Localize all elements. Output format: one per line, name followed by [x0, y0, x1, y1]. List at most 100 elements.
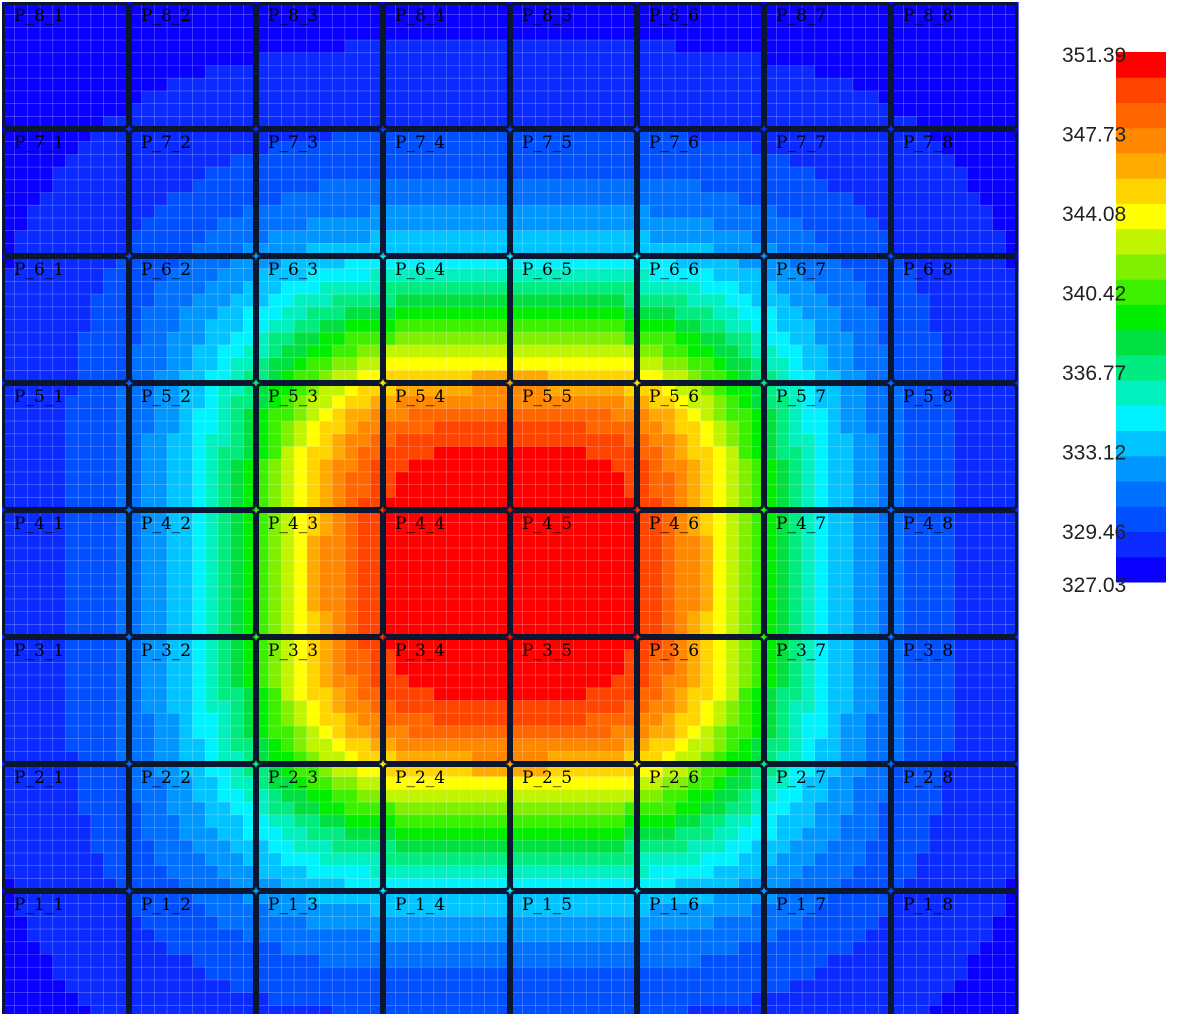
heatmap-cell — [383, 332, 397, 346]
heatmap-cell — [65, 586, 79, 600]
heatmap-cell — [40, 573, 54, 587]
heatmap-cell — [294, 52, 308, 67]
heatmap-cell — [941, 205, 956, 219]
heatmap-cell — [967, 560, 981, 575]
heatmap-cell — [611, 268, 625, 282]
heatmap-cell — [205, 14, 219, 28]
heatmap-cell — [52, 865, 67, 879]
heatmap-cell — [662, 383, 676, 397]
heatmap-cell — [992, 649, 1006, 663]
heatmap-cell — [344, 217, 359, 232]
heatmap-cell — [573, 256, 587, 270]
heatmap-cell — [421, 294, 435, 308]
heatmap-cell — [789, 40, 803, 54]
heatmap-cell — [522, 319, 536, 333]
heatmap-cell — [865, 294, 879, 308]
heatmap-cell — [510, 179, 524, 194]
heatmap-cell — [776, 14, 790, 28]
heatmap-cell — [941, 2, 956, 16]
heatmap-cell — [357, 192, 371, 206]
heatmap-cell — [764, 52, 778, 67]
heatmap-cell — [903, 40, 917, 54]
heatmap-cell — [484, 78, 498, 92]
heatmap-cell — [776, 205, 790, 219]
heatmap-cell — [510, 52, 524, 67]
heatmap-cell — [662, 535, 676, 549]
heatmap-cell — [154, 179, 168, 194]
heatmap-cell — [662, 205, 676, 219]
heatmap-cell — [560, 306, 575, 321]
heatmap-cell — [90, 713, 105, 727]
heatmap-cell — [383, 395, 397, 409]
heatmap-cell — [408, 573, 422, 587]
heatmap-cell — [903, 319, 917, 333]
heatmap-cell — [268, 27, 282, 41]
heatmap-cell — [306, 560, 321, 575]
heatmap-cell — [675, 395, 689, 409]
heatmap-cell — [738, 357, 752, 371]
heatmap-cell — [535, 281, 549, 295]
heatmap-cell — [929, 167, 943, 181]
heatmap-cell — [103, 573, 117, 587]
heatmap-cell — [383, 52, 397, 67]
heatmap-cell — [548, 611, 562, 625]
heatmap-cell — [903, 103, 917, 117]
heatmap-cell — [167, 306, 181, 321]
heatmap-cell — [332, 205, 346, 219]
heatmap-cell — [611, 510, 625, 524]
heatmap-cell — [687, 27, 702, 41]
heatmap-cell — [713, 510, 727, 524]
heatmap-cell — [484, 268, 498, 282]
heatmap-cell — [852, 510, 867, 524]
heatmap-cell — [484, 662, 498, 676]
heatmap-cell — [789, 78, 803, 92]
heatmap-cell — [979, 408, 994, 422]
heatmap-cell — [167, 713, 181, 727]
heatmap-cell — [827, 598, 841, 613]
heatmap-cell — [738, 319, 752, 333]
heatmap-cell — [827, 471, 841, 486]
heatmap-cell — [738, 52, 752, 67]
heatmap-cell — [141, 65, 155, 79]
heatmap-cell — [65, 535, 79, 549]
heatmap-cell — [90, 789, 105, 803]
heatmap-cell — [129, 548, 143, 562]
heatmap-cell — [941, 65, 956, 79]
heatmap-cell — [281, 141, 295, 155]
heatmap-cell — [954, 217, 968, 232]
heatmap-cell — [840, 179, 854, 194]
heatmap-cell — [891, 344, 905, 359]
heatmap-cell — [179, 700, 194, 714]
heatmap-cell — [560, 129, 575, 143]
heatmap-cell — [789, 332, 803, 346]
heatmap-cell — [408, 78, 422, 92]
heatmap-cell — [14, 306, 28, 321]
heatmap-cell — [154, 357, 168, 371]
heatmap-cell — [929, 459, 943, 473]
heatmap-cell — [725, 395, 740, 409]
heatmap-cell — [141, 840, 155, 854]
heatmap-cell — [484, 395, 498, 409]
heatmap-cell — [433, 446, 448, 460]
heatmap-cell — [103, 268, 117, 282]
heatmap-cell — [65, 852, 79, 867]
heatmap-cell — [662, 179, 676, 194]
heatmap-cell — [598, 52, 613, 67]
heatmap-cell — [192, 573, 206, 587]
heatmap-cell — [713, 662, 727, 676]
heatmap-cell — [903, 395, 917, 409]
heatmap-cell — [344, 598, 359, 613]
heatmap-cell — [802, 319, 816, 333]
heatmap-cell — [27, 840, 41, 854]
heatmap-cell — [891, 433, 905, 448]
heatmap-cell — [891, 421, 905, 435]
heatmap-cell — [700, 306, 714, 321]
heatmap-cell — [548, 675, 562, 689]
heatmap-cell — [954, 344, 968, 359]
heatmap-cell — [268, 129, 282, 143]
heatmap-cell — [52, 344, 67, 359]
heatmap-cell — [319, 548, 333, 562]
heatmap-cell — [230, 649, 244, 663]
heatmap-cell — [611, 586, 625, 600]
heatmap-cell — [90, 383, 105, 397]
